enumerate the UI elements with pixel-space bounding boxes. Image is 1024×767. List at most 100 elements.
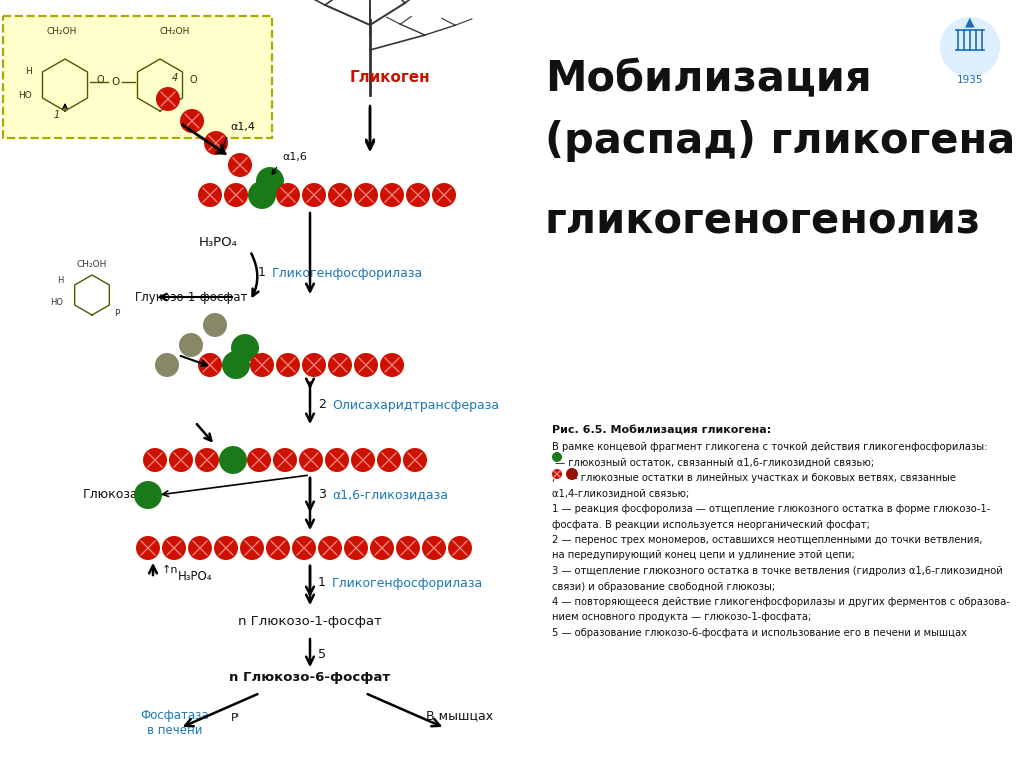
Circle shape xyxy=(180,109,204,133)
Circle shape xyxy=(380,183,404,207)
Text: Фосфатаза: Фосфатаза xyxy=(140,709,209,723)
Circle shape xyxy=(403,448,427,472)
Text: Гликогенфосфорилаза: Гликогенфосфорилаза xyxy=(272,266,423,279)
FancyBboxPatch shape xyxy=(3,16,272,138)
Text: O: O xyxy=(111,77,119,87)
Circle shape xyxy=(136,536,160,560)
Circle shape xyxy=(380,353,404,377)
Text: H: H xyxy=(26,67,32,77)
Text: n Глюкозо-1-фосфат: n Глюкозо-1-фосфат xyxy=(239,615,382,628)
Circle shape xyxy=(449,536,472,560)
Circle shape xyxy=(325,448,349,472)
Circle shape xyxy=(344,536,368,560)
Text: Гликоген: Гликоген xyxy=(349,70,430,84)
Circle shape xyxy=(276,353,300,377)
Circle shape xyxy=(552,469,562,479)
Circle shape xyxy=(250,353,274,377)
Circle shape xyxy=(247,448,271,472)
Text: H₃PO₄: H₃PO₄ xyxy=(199,236,238,249)
Text: на передупирующий конец цепи и удлинение этой цепи;: на передупирующий конец цепи и удлинение… xyxy=(552,551,855,561)
Circle shape xyxy=(248,181,276,209)
Circle shape xyxy=(198,353,222,377)
Circle shape xyxy=(566,468,578,480)
Circle shape xyxy=(276,183,300,207)
Circle shape xyxy=(354,183,378,207)
Text: 1: 1 xyxy=(258,266,266,279)
Text: P: P xyxy=(115,308,120,318)
Circle shape xyxy=(302,183,326,207)
Circle shape xyxy=(155,353,179,377)
Text: Pᴵ: Pᴵ xyxy=(230,713,240,723)
Text: 3 — отщепление глюкозного остатка в точке ветвления (гидролиз α1,6-гликозидной: 3 — отщепление глюкозного остатка в точк… xyxy=(552,566,1002,576)
Circle shape xyxy=(214,536,238,560)
Text: CH₂OH: CH₂OH xyxy=(47,28,77,37)
Text: O: O xyxy=(189,75,197,85)
Text: 4: 4 xyxy=(172,73,178,83)
Circle shape xyxy=(328,183,352,207)
Circle shape xyxy=(328,353,352,377)
Circle shape xyxy=(222,351,250,379)
Text: В рамке концевой фрагмент гликогена с точкой действия гликогенфосфорилазы:: В рамке концевой фрагмент гликогена с то… xyxy=(552,442,987,452)
Text: Рис. 6.5. Мобилизация гликогена:: Рис. 6.5. Мобилизация гликогена: xyxy=(552,425,771,435)
Text: 1 — реакция фосфоролиза — отщепление глюкозного остатка в форме глюкозо-1-: 1 — реакция фосфоролиза — отщепление глю… xyxy=(552,504,990,514)
Circle shape xyxy=(198,183,222,207)
Circle shape xyxy=(370,536,394,560)
Text: H₃PO₄: H₃PO₄ xyxy=(178,570,213,582)
Text: ↑n: ↑n xyxy=(162,565,178,575)
Text: Глукозо-1-фосфат: Глукозо-1-фосфат xyxy=(135,291,249,304)
Text: Гликогенфосфорилаза: Гликогенфосфорилаза xyxy=(332,577,483,590)
Circle shape xyxy=(162,536,186,560)
Text: гликогеногенолиз: гликогеногенолиз xyxy=(545,200,981,242)
Circle shape xyxy=(354,353,378,377)
Circle shape xyxy=(377,448,401,472)
Circle shape xyxy=(143,448,167,472)
Circle shape xyxy=(219,446,247,474)
Circle shape xyxy=(204,131,228,155)
Text: HO: HO xyxy=(18,91,32,100)
Circle shape xyxy=(256,167,284,195)
Circle shape xyxy=(432,183,456,207)
Text: 1: 1 xyxy=(54,110,60,120)
Circle shape xyxy=(318,536,342,560)
Text: ▲: ▲ xyxy=(966,15,975,28)
Circle shape xyxy=(156,87,180,111)
Text: CH₂OH: CH₂OH xyxy=(77,260,108,269)
Text: в печени: в печени xyxy=(147,723,203,736)
Text: CH₂OH: CH₂OH xyxy=(160,28,190,37)
Text: (распад) гликогена -: (распад) гликогена - xyxy=(545,120,1024,162)
Circle shape xyxy=(351,448,375,472)
Text: 3: 3 xyxy=(318,489,326,502)
Circle shape xyxy=(941,18,999,76)
Circle shape xyxy=(195,448,219,472)
Circle shape xyxy=(179,333,203,357)
Text: HO: HO xyxy=(50,298,63,307)
Circle shape xyxy=(406,183,430,207)
Circle shape xyxy=(299,448,323,472)
Text: Мобилизация: Мобилизация xyxy=(545,58,871,100)
Text: O: O xyxy=(96,75,103,85)
Circle shape xyxy=(228,153,252,177)
Text: 5: 5 xyxy=(318,647,326,660)
Text: — глюкозный остаток, связанный α1,6-гликозидной связью;: — глюкозный остаток, связанный α1,6-глик… xyxy=(552,457,874,468)
Text: α1,4-гликозидной связью;: α1,4-гликозидной связью; xyxy=(552,489,689,499)
Circle shape xyxy=(302,353,326,377)
Text: 1: 1 xyxy=(318,577,326,590)
Circle shape xyxy=(273,448,297,472)
Text: 4 — повторяющееся действие гликогенфосфорилазы и других ферментов с образова-: 4 — повторяющееся действие гликогенфосфо… xyxy=(552,597,1010,607)
Circle shape xyxy=(231,334,259,362)
Text: H: H xyxy=(56,276,63,285)
Text: Олисахаридтрансфераза: Олисахаридтрансфераза xyxy=(332,399,499,412)
Circle shape xyxy=(396,536,420,560)
Circle shape xyxy=(240,536,264,560)
Text: α1,4: α1,4 xyxy=(230,122,255,132)
Circle shape xyxy=(292,536,316,560)
Text: ,    — глюкозные остатки в линейных участках и боковых ветвях, связанные: , — глюкозные остатки в линейных участка… xyxy=(552,473,956,483)
Text: α1,6-гликозидаза: α1,6-гликозидаза xyxy=(332,489,449,502)
Text: 2: 2 xyxy=(318,399,326,412)
Text: фосфата. В реакции используется неорганический фосфат;: фосфата. В реакции используется неоргани… xyxy=(552,519,869,529)
Circle shape xyxy=(224,183,248,207)
Text: 1935: 1935 xyxy=(956,75,983,85)
Circle shape xyxy=(203,313,227,337)
Text: нием основного продукта — глюкозо-1-фосфата;: нием основного продукта — глюкозо-1-фосф… xyxy=(552,613,811,623)
Circle shape xyxy=(422,536,446,560)
